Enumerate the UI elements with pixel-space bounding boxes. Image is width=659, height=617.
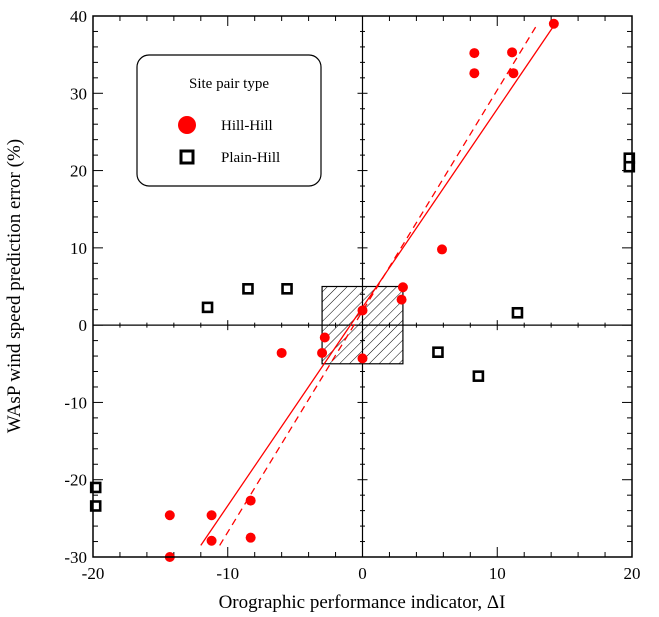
fit-line-dashed [219, 23, 539, 546]
point-hill-hill [206, 510, 217, 521]
point-hill-hill [437, 244, 448, 255]
point-plain-hill [472, 370, 485, 382]
legend-marker-plain-hill [179, 149, 195, 165]
point-hill-hill [548, 18, 559, 29]
legend-label-hill-hill: Hill-Hill [221, 118, 273, 134]
x-tick-label-10: 10 [489, 564, 506, 583]
y-tick-label-neg30: -30 [64, 548, 87, 567]
x-tick-label-neg20: -20 [82, 564, 105, 583]
point-hill-hill [469, 48, 480, 59]
point-plain-hill [89, 500, 102, 512]
point-plain-hill [432, 346, 444, 358]
point-hill-hill [276, 347, 287, 358]
legend-marker-hill-hill [178, 116, 196, 134]
point-plain-hill [201, 301, 214, 314]
point-hill-hill [469, 68, 480, 79]
point-hill-hill [357, 353, 368, 364]
y-axis-title: WAsP wind speed prediction error (%) [4, 139, 25, 433]
y-tick-label-20: 20 [70, 162, 87, 181]
point-plain-hill [623, 160, 636, 173]
legend-label-plain-hill: Plain-Hill [221, 150, 280, 166]
point-hill-hill [396, 294, 407, 305]
point-plain-hill [511, 306, 524, 319]
y-tick-label-30: 30 [70, 84, 87, 103]
data-points [89, 18, 636, 562]
point-hill-hill [317, 347, 328, 358]
y-tick-label-0: 0 [79, 316, 88, 335]
point-hill-hill [164, 510, 175, 521]
point-hill-hill [245, 532, 256, 543]
point-hill-hill [397, 282, 408, 293]
point-plain-hill [281, 283, 293, 295]
point-hill-hill [357, 305, 368, 316]
point-hill-hill [206, 535, 217, 546]
y-tick-label-40: 40 [70, 7, 87, 26]
y-tick-labels: -30 -20 -10 0 10 20 30 40 [64, 7, 87, 567]
x-axis-title: Orographic performance indicator, ΔI [219, 592, 506, 613]
point-hill-hill [245, 495, 256, 506]
y-tick-label-neg10: -10 [64, 393, 87, 412]
point-hill-hill [508, 68, 519, 79]
point-plain-hill [242, 283, 254, 295]
legend: Site pair type Hill-Hill Plain-Hill [136, 54, 322, 187]
fit-lines [200, 23, 556, 546]
x-tick-labels: -20 -10 0 10 20 [82, 564, 641, 583]
point-hill-hill [319, 332, 330, 343]
point-hill-hill [507, 47, 518, 58]
x-tick-label-0: 0 [358, 564, 367, 583]
point-plain-hill [89, 481, 102, 494]
y-tick-label-neg20: -20 [64, 471, 87, 490]
y-tick-label-10: 10 [70, 239, 87, 258]
legend-title: Site pair type [189, 76, 269, 92]
plot-frame [92, 15, 633, 558]
x-tick-label-20: 20 [624, 564, 641, 583]
x-tick-label-neg10: -10 [216, 564, 239, 583]
